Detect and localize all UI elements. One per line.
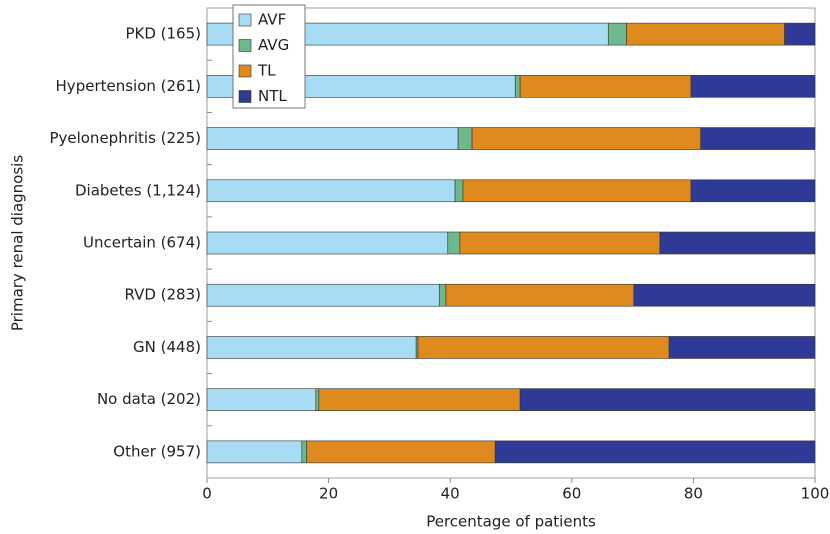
- bar-segment: [438, 283, 447, 307]
- bar-segment: [315, 388, 320, 411]
- bar-segment: [206, 231, 449, 255]
- bar-segment: [471, 127, 701, 150]
- y-tick-label: Pyelonephritis (225): [49, 129, 201, 147]
- legend-label: NTL: [258, 87, 287, 105]
- y-tick-label: Hypertension (261): [56, 77, 201, 95]
- bar-segment: [445, 283, 635, 307]
- x-tick-label: 100: [801, 485, 830, 503]
- y-tick-label: No data (202): [97, 390, 201, 408]
- bar-segment: [301, 440, 308, 464]
- bar-segment: [690, 75, 816, 98]
- x-axis-label: Percentage of patients: [426, 513, 596, 531]
- legend-swatch: [238, 39, 252, 52]
- bar-segment: [690, 179, 816, 203]
- bar-segment: [206, 388, 317, 411]
- x-tick-label: 20: [319, 485, 338, 503]
- y-tick-label: Uncertain (674): [83, 234, 201, 252]
- bar-segment: [454, 179, 464, 203]
- bar-segment: [514, 75, 521, 98]
- y-tick-label: PKD (165): [125, 25, 201, 43]
- x-tick-label: 80: [684, 485, 703, 503]
- bar-segment: [206, 336, 417, 359]
- bar-segment: [494, 440, 816, 464]
- legend-swatch: [238, 64, 252, 78]
- bar-segment: [626, 22, 785, 46]
- bar-segment: [206, 179, 456, 203]
- bar-segment: [700, 127, 816, 150]
- y-tick-label: Diabetes (1,124): [75, 181, 201, 199]
- bar-segment: [318, 388, 521, 411]
- bar-segment: [519, 388, 816, 411]
- y-axis-label: Primary renal diagnosis: [9, 155, 27, 332]
- legend-swatch: [238, 90, 252, 103]
- bar-segment: [447, 231, 461, 255]
- bar-segment: [784, 22, 816, 46]
- x-tick-label: 60: [562, 485, 581, 503]
- bar-segment: [417, 336, 670, 359]
- legend: AVF AVG TL NTL: [232, 4, 306, 109]
- bar-segment: [607, 22, 627, 46]
- legend-swatch: [238, 13, 252, 27]
- bar-segment: [457, 127, 473, 150]
- bar-segment: [459, 231, 661, 255]
- bar-segment: [206, 440, 303, 464]
- y-tick-label: GN (448): [133, 338, 201, 356]
- bar-segment: [206, 283, 440, 307]
- x-tick-label: 40: [441, 485, 460, 503]
- bar-segment: [519, 75, 692, 98]
- y-tick-label: Other (957): [113, 442, 201, 460]
- legend-label: AVG: [258, 36, 289, 54]
- bar-segment: [462, 179, 692, 203]
- legend-label: AVF: [258, 11, 286, 29]
- bar-segment: [668, 336, 816, 359]
- bar-segment: [633, 283, 816, 307]
- y-tick-label: RVD (283): [124, 286, 201, 304]
- bar-segment: [659, 231, 816, 255]
- legend-label: TL: [257, 62, 276, 80]
- bar-segment: [306, 440, 496, 464]
- x-tick-label: 0: [202, 485, 212, 503]
- bar-segment: [206, 127, 459, 150]
